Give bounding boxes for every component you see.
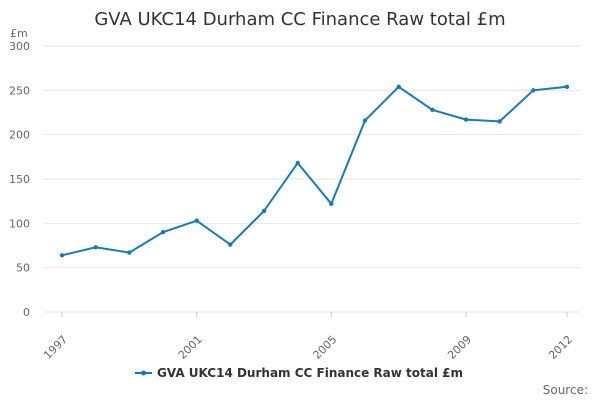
x-tick-label: 2009 xyxy=(445,333,474,362)
x-tick-label: 2012 xyxy=(546,333,575,362)
data-point[interactable] xyxy=(93,245,98,250)
data-point[interactable] xyxy=(59,253,65,258)
data-point[interactable] xyxy=(127,250,132,255)
data-point[interactable] xyxy=(228,242,233,247)
y-tick-label: 0 xyxy=(23,306,30,319)
data-point[interactable] xyxy=(261,208,267,214)
legend-marker-icon xyxy=(141,370,146,376)
y-tick-label: 100 xyxy=(9,217,30,230)
data-point[interactable] xyxy=(160,230,166,235)
y-tick-label: 250 xyxy=(9,84,30,97)
x-tick-label: 1997 xyxy=(41,333,70,362)
series-line[interactable] xyxy=(61,85,568,257)
data-point[interactable] xyxy=(194,218,199,223)
y-tick-label: 200 xyxy=(9,129,30,142)
x-axis-ticks: 1997 2001 2005 2009 2012 xyxy=(41,312,575,362)
chart-title: GVA UKC14 Durham CC Finance Raw total £m xyxy=(94,9,505,30)
data-point[interactable] xyxy=(329,201,334,206)
data-point[interactable] xyxy=(362,118,368,123)
y-axis-unit: £m xyxy=(10,27,28,40)
y-tick-label: 150 xyxy=(9,173,30,186)
y-tick-label: 50 xyxy=(16,262,30,275)
legend-item-label: GVA UKC14 Durham CC Finance Raw total £m xyxy=(157,366,463,380)
series-layer xyxy=(59,84,570,258)
data-point[interactable] xyxy=(564,84,570,90)
data-point[interactable] xyxy=(463,117,469,122)
data-point[interactable] xyxy=(430,107,435,113)
legend[interactable]: GVA UKC14 Durham CC Finance Raw total £m xyxy=(135,366,463,380)
x-tick-label: 2005 xyxy=(310,333,339,362)
data-point[interactable] xyxy=(497,119,502,124)
data-point[interactable] xyxy=(295,160,300,166)
data-point[interactable] xyxy=(396,84,401,90)
y-tick-label: 300 xyxy=(9,40,30,53)
data-point[interactable] xyxy=(531,88,536,93)
source-label: Source: xyxy=(543,383,588,397)
x-tick-label: 2001 xyxy=(176,333,205,362)
y-axis-ticks: 0 50 100 150 200 250 300 xyxy=(9,40,30,319)
gridlines xyxy=(44,45,580,313)
